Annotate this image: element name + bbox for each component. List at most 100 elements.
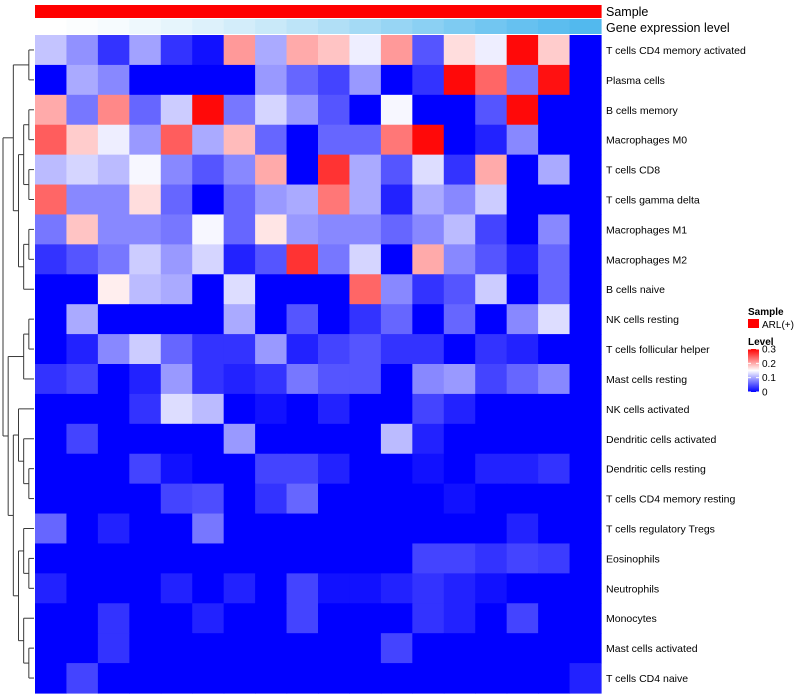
heatmap-cell <box>506 573 539 604</box>
heatmap-cell <box>380 244 413 275</box>
heatmap-cell <box>66 35 99 66</box>
heatmap-cell <box>35 334 68 365</box>
heatmap-cell <box>129 513 162 545</box>
heatmap-cell <box>35 35 68 66</box>
heatmap-cell <box>412 543 445 574</box>
heatmap-cell <box>569 124 602 156</box>
heatmap-cell <box>35 154 68 186</box>
heatmap-cell <box>97 304 130 335</box>
row-label: Neutrophils <box>606 583 659 595</box>
heatmap-cell <box>412 124 445 156</box>
heatmap-cell <box>380 214 413 245</box>
heatmap-cell <box>443 94 476 126</box>
annotation-cell <box>35 19 68 34</box>
heatmap-cell <box>66 364 99 395</box>
heatmap-cell <box>160 573 193 604</box>
heatmap-cell <box>380 64 413 96</box>
heatmap-cell <box>569 393 602 425</box>
legend-sample-title: Sample <box>748 307 784 318</box>
legend-tick-label: 0 <box>762 388 768 399</box>
heatmap-cell <box>412 364 445 395</box>
heatmap-cell <box>569 334 602 365</box>
heatmap-cell <box>286 184 319 216</box>
heatmap-cell <box>97 35 130 66</box>
heatmap-cell <box>318 304 351 335</box>
heatmap-cells <box>35 35 602 694</box>
annotation-cell <box>160 5 193 18</box>
heatmap-cell <box>160 663 193 694</box>
heatmap-cell <box>223 483 256 515</box>
heatmap-cell <box>569 35 602 66</box>
heatmap-cell <box>318 154 351 186</box>
heatmap-cell <box>569 513 602 545</box>
heatmap-cell <box>412 573 445 604</box>
heatmap-cell <box>506 663 539 694</box>
heatmap-cell <box>475 35 508 66</box>
heatmap-cell <box>380 334 413 365</box>
heatmap-cell <box>129 543 162 574</box>
heatmap-cell <box>223 304 256 335</box>
heatmap-cell <box>223 35 256 66</box>
row-label: Monocytes <box>606 613 657 625</box>
heatmap-cell <box>192 304 225 335</box>
heatmap-cell <box>66 453 99 485</box>
heatmap-cell <box>192 453 225 485</box>
heatmap-cell <box>66 184 99 216</box>
heatmap-cell <box>538 364 571 395</box>
heatmap-cell <box>412 513 445 545</box>
annotation-cell <box>412 19 445 34</box>
heatmap-cell <box>192 124 225 156</box>
heatmap-cell <box>66 124 99 156</box>
heatmap-cell <box>97 423 130 455</box>
heatmap-cell <box>475 543 508 574</box>
annotation-cell <box>538 19 571 34</box>
heatmap-cell <box>475 64 508 96</box>
heatmap-cell <box>318 214 351 245</box>
heatmap-cell <box>318 483 351 515</box>
row-label: NK cells resting <box>606 314 679 326</box>
heatmap-cell <box>97 633 130 664</box>
heatmap-cell <box>66 304 99 335</box>
heatmap-cell <box>538 154 571 186</box>
heatmap-cell <box>255 124 288 156</box>
heatmap-cell <box>129 184 162 216</box>
heatmap-cell <box>160 483 193 515</box>
row-label: Eosinophils <box>606 553 660 565</box>
heatmap-cell <box>412 244 445 275</box>
heatmap-cell <box>443 244 476 275</box>
annotation-cell <box>412 5 445 18</box>
heatmap-cell <box>318 244 351 275</box>
heatmap-cell <box>349 214 382 245</box>
heatmap-cell <box>475 244 508 275</box>
annotation-cell <box>443 19 476 34</box>
heatmap-cell <box>192 35 225 66</box>
heatmap-cell <box>97 94 130 126</box>
heatmap-cell <box>255 393 288 425</box>
legend-sample-entry: ARL(+) <box>762 320 794 331</box>
heatmap-cell <box>223 453 256 485</box>
heatmap-cell <box>506 274 539 305</box>
column-annotation-bars: Sample Gene expression level <box>35 5 730 35</box>
row-label: Dendritic cells resting <box>606 464 706 476</box>
heatmap-cell <box>66 543 99 574</box>
heatmap-cell <box>160 274 193 305</box>
heatmap-cell <box>160 513 193 545</box>
heatmap-cell <box>97 154 130 186</box>
heatmap-cell <box>349 663 382 694</box>
heatmap-cell <box>318 453 351 485</box>
heatmap-cell <box>160 35 193 66</box>
heatmap-cell <box>255 453 288 485</box>
heatmap-cell <box>192 573 225 604</box>
annotation-cell <box>129 19 162 34</box>
heatmap-cell <box>380 94 413 126</box>
heatmap-cell <box>349 573 382 604</box>
row-label: T cells regulatory Tregs <box>606 524 715 536</box>
annotation-cell <box>443 5 476 18</box>
heatmap-cell <box>223 364 256 395</box>
heatmap-cell <box>538 633 571 664</box>
annotation-cell <box>129 5 162 18</box>
heatmap-cell <box>506 633 539 664</box>
heatmap-cell <box>380 393 413 425</box>
heatmap-cell <box>35 663 68 694</box>
heatmap-cell <box>475 513 508 545</box>
